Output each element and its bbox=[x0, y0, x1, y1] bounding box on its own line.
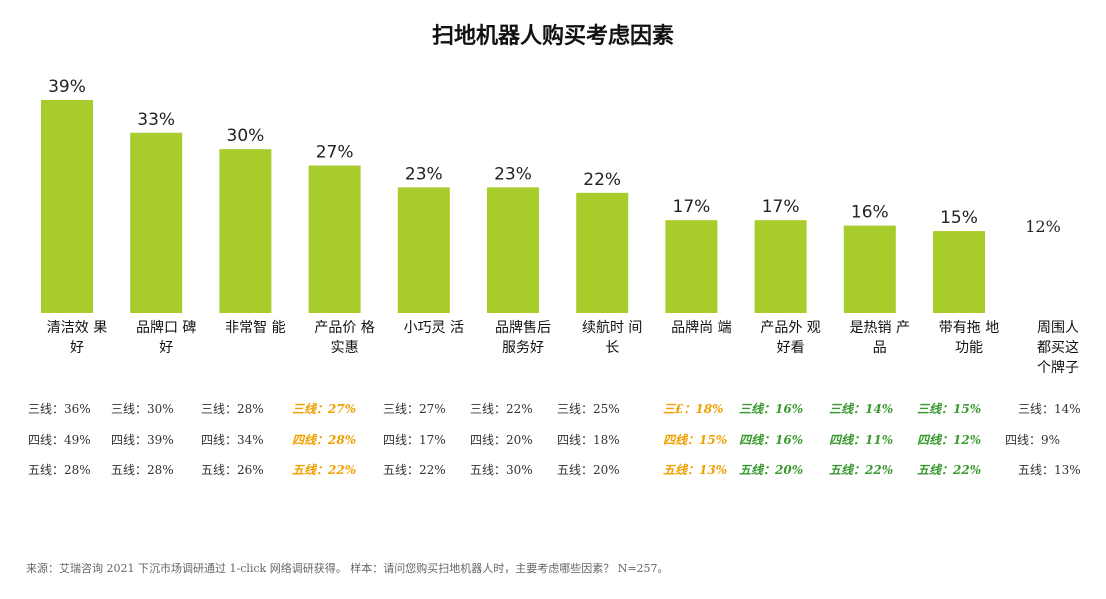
bar-6 bbox=[487, 187, 539, 313]
value-label-4: 27% bbox=[316, 143, 354, 163]
category-label-9: 产品外 观 好看 bbox=[760, 320, 821, 356]
tier-value-3-3: 五线：26% bbox=[201, 463, 264, 477]
tier-value-6-2: 四线：20% bbox=[470, 433, 533, 447]
bar-11 bbox=[933, 231, 985, 313]
tier-value-2-1: 三线：30% bbox=[111, 402, 174, 416]
category-label-5: 小巧灵 活 bbox=[403, 320, 465, 336]
tier-value-11-1: 三线：15% bbox=[917, 402, 982, 416]
tier-value-1-1: 三线：36% bbox=[28, 402, 91, 416]
tier-value-12-3: 五线：13% bbox=[1018, 463, 1081, 477]
tier-value-9-3: 五线：20% bbox=[739, 463, 804, 477]
tier-value-11-2: 四线：12% bbox=[917, 433, 982, 447]
tier-value-10-2: 四线：11% bbox=[829, 433, 894, 447]
value-label-6: 23% bbox=[494, 164, 532, 184]
tier-value-2-2: 四线：39% bbox=[111, 433, 174, 447]
value-label-8: 17% bbox=[673, 197, 711, 217]
tier-value-5-2: 四线：17% bbox=[383, 433, 446, 447]
tier-value-1-3: 五线：28% bbox=[28, 463, 91, 477]
category-label-3: 非常智 能 bbox=[225, 320, 286, 336]
bar-4 bbox=[308, 165, 361, 313]
tier-value-6-3: 五线：30% bbox=[470, 463, 533, 477]
bar-3 bbox=[219, 149, 272, 313]
tier-value-2-3: 五线：28% bbox=[111, 463, 174, 477]
value-label-11: 15% bbox=[940, 208, 978, 228]
bar-10 bbox=[843, 225, 896, 313]
tier-value-8-1: 三£：18% bbox=[663, 402, 724, 416]
category-label-4: 产品价 格 实惠 bbox=[314, 320, 375, 356]
chart-title: 扫地机器人购买考虑因素 bbox=[431, 23, 674, 49]
value-label-9: 17% bbox=[762, 197, 800, 217]
bar-7 bbox=[576, 192, 629, 313]
bar-2 bbox=[130, 132, 183, 313]
tier-value-3-2: 四线：34% bbox=[201, 433, 264, 447]
value-label-12: 12% bbox=[1025, 217, 1061, 236]
bar-1 bbox=[41, 100, 93, 313]
bar-8 bbox=[665, 220, 718, 313]
tier-value-3-1: 三线：28% bbox=[201, 402, 264, 416]
value-label-2: 33% bbox=[137, 110, 175, 130]
category-label-2: 品牌口 碑 好 bbox=[135, 320, 197, 356]
tier-value-7-1: 三线：25% bbox=[557, 402, 620, 416]
value-label-1: 39% bbox=[48, 77, 86, 97]
value-label-10: 16% bbox=[851, 203, 889, 223]
tier-value-9-1: 三线：16% bbox=[739, 402, 804, 416]
value-label-5: 23% bbox=[405, 164, 443, 184]
tier-value-11-3: 五线：22% bbox=[917, 463, 982, 477]
tier-value-1-2: 四线：49% bbox=[28, 433, 91, 447]
category-label-11: 带有拖 地 功能 bbox=[938, 320, 1000, 356]
tier-value-5-1: 三线：27% bbox=[383, 402, 446, 416]
bar-5 bbox=[397, 187, 450, 313]
bar-9 bbox=[754, 220, 807, 313]
tier-value-5-3: 五线：22% bbox=[383, 463, 446, 477]
tier-value-9-2: 四线：16% bbox=[739, 433, 804, 447]
category-label-1: 清洁效 果 好 bbox=[46, 320, 108, 356]
value-label-7: 22% bbox=[583, 170, 621, 190]
tier-value-4-3: 五线：22% bbox=[292, 463, 357, 477]
tier-value-10-1: 三线：14% bbox=[829, 402, 894, 416]
tier-value-10-3: 五线：22% bbox=[829, 463, 894, 477]
category-label-8: 品牌尚 端 bbox=[671, 320, 732, 336]
tier-value-4-1: 三线：27% bbox=[292, 402, 357, 416]
tier-value-8-3: 五线：13% bbox=[663, 463, 728, 477]
category-label-12: 周围人 都买这 个牌子 bbox=[1037, 320, 1079, 376]
tier-value-12-1: 三线：14% bbox=[1018, 402, 1081, 416]
category-label-7: 续航时 间 长 bbox=[581, 320, 643, 356]
value-label-3: 30% bbox=[227, 126, 265, 146]
tier-value-8-2: 四线：15% bbox=[663, 433, 728, 447]
source-note: 来源：艾瑞咨询 2021 下沉市场调研通过 1-click 网络调研获得。 样本… bbox=[26, 562, 669, 575]
category-label-10: 是热销 产 品 bbox=[849, 320, 911, 356]
tier-value-12-2: 四线：9% bbox=[1005, 433, 1061, 447]
tier-value-7-2: 四线：18% bbox=[557, 433, 620, 447]
tier-value-7-3: 五线：20% bbox=[557, 463, 620, 477]
category-label-6: 品牌售后 服务好 bbox=[495, 320, 551, 356]
tier-value-4-2: 四线：28% bbox=[292, 433, 357, 447]
tier-value-6-1: 三线：22% bbox=[470, 402, 533, 416]
